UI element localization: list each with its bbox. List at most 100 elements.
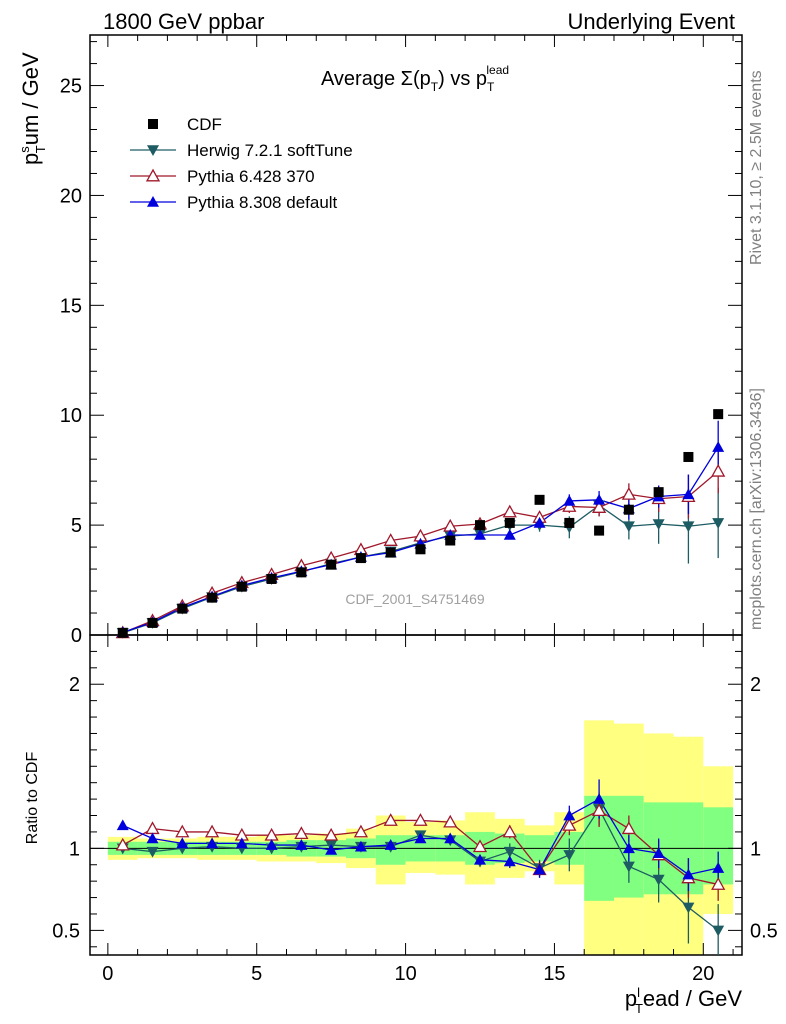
rivet-label: Rivet 3.1.10, ≥ 2.5M events [748, 70, 765, 265]
ratio-point [711, 877, 726, 890]
ratio-point [354, 840, 367, 852]
legend-entry: CDF [187, 115, 222, 134]
ratio-y-tick-label-right: 2 [750, 674, 761, 696]
ratio-point [414, 832, 427, 844]
legend-entry: Pythia 8.308 default [187, 193, 338, 212]
ratio-point [682, 868, 695, 880]
ratio-point [325, 843, 338, 855]
series-point [652, 519, 665, 531]
series-point [563, 494, 576, 506]
ratio-point [503, 846, 516, 858]
ratio-point [353, 824, 369, 838]
ratio-point [324, 827, 339, 841]
ratio-point [413, 813, 428, 826]
legend-entry: Pythia 6.428 370 [187, 167, 315, 186]
x-axis-label: pl Tead / GeV [625, 985, 742, 1016]
ratio-point [622, 861, 635, 873]
ratio-point [563, 850, 576, 861]
watermark: CDF_2001_S4751469 [345, 591, 485, 607]
series-point [591, 500, 607, 513]
x-tick-label: 10 [394, 963, 416, 985]
data-point [355, 553, 366, 564]
y-tick-label: 0 [71, 625, 82, 647]
x-tick-label: 5 [251, 963, 262, 985]
data-point [713, 409, 724, 420]
data-point [177, 603, 188, 614]
ratio-point [384, 839, 397, 850]
ratio-point [146, 832, 159, 844]
ratio-frame [89, 634, 743, 956]
ratio-point [115, 837, 130, 851]
ratio-point [591, 803, 607, 817]
ratio-point [146, 846, 159, 858]
ratio-point [712, 925, 725, 937]
data-point [266, 573, 277, 584]
series-point [621, 487, 636, 500]
ratio-panel [115, 779, 726, 955]
ratio-point [206, 837, 219, 849]
x-tick-label: 0 [102, 963, 113, 985]
ratio-y-tick-label-right: 1 [750, 838, 761, 860]
series-point [502, 504, 517, 518]
data-point [445, 535, 456, 546]
ratio-point [295, 839, 308, 850]
ratio-point [145, 821, 160, 835]
ratio-point [294, 826, 309, 840]
ratio-point [472, 839, 488, 853]
ratio-point [652, 874, 665, 886]
legend-marker [145, 168, 161, 182]
data-point [117, 627, 128, 638]
data-point [415, 544, 426, 555]
legend-entry: Herwig 7.2.1 softTune [187, 141, 353, 160]
ratio-point [712, 862, 725, 873]
ratio-point [116, 819, 129, 831]
series-point [682, 521, 695, 533]
ratio-point [562, 818, 577, 831]
series-point [712, 441, 725, 452]
y-tick-label: 15 [60, 295, 82, 317]
y-tick-label: 10 [60, 405, 82, 427]
series-point [383, 533, 398, 546]
ratio-point [502, 824, 517, 838]
series-layer [115, 409, 726, 639]
ratio-y-tick-label-right: 0.5 [750, 920, 778, 942]
ratio-point [652, 847, 665, 859]
ratio-point [265, 839, 278, 850]
data-point [296, 567, 307, 578]
data-point [623, 504, 634, 515]
data-point [504, 517, 515, 528]
x-tick-label: 15 [543, 963, 565, 985]
ratio-point [563, 809, 576, 821]
data-point [207, 592, 218, 603]
axes-layer: 0 5 10 15 20 0 5 10 15 20 25 0.5 0.5 1 1 2 2 [52, 34, 778, 985]
data-point [326, 559, 337, 570]
ratio-point [621, 821, 636, 835]
data-point [236, 581, 247, 592]
ratio-point [682, 902, 695, 914]
ratio-point [176, 837, 189, 849]
data-point [683, 451, 694, 462]
y-axis-label: psTum / GeV [17, 52, 48, 165]
ratio-point [533, 863, 546, 875]
ratio-y-tick-label: 1 [69, 838, 80, 860]
series-point [711, 463, 726, 477]
data-point [385, 547, 396, 558]
series-point [712, 518, 725, 529]
ratio-point [474, 853, 487, 865]
series-point [593, 493, 606, 505]
legend: CDF Herwig 7.2.1 softTune Pythia 6.428 370… [130, 115, 353, 212]
data-point [594, 525, 605, 536]
ratio-point [383, 813, 398, 826]
y-tick-label: 25 [60, 76, 82, 98]
series-point [682, 488, 695, 500]
ratio-y-tick-label: 0.5 [52, 920, 80, 942]
mcplots-label: mcplots.cern.ch [arXiv:1306.3436] [748, 388, 765, 630]
header-left: 1800 GeV ppbar [103, 9, 264, 34]
data-point [147, 617, 158, 628]
series-point [474, 529, 487, 540]
series-point [562, 499, 577, 512]
ratio-point [503, 855, 516, 867]
ratio-point [622, 842, 635, 854]
y-tick-label: 5 [71, 515, 82, 537]
